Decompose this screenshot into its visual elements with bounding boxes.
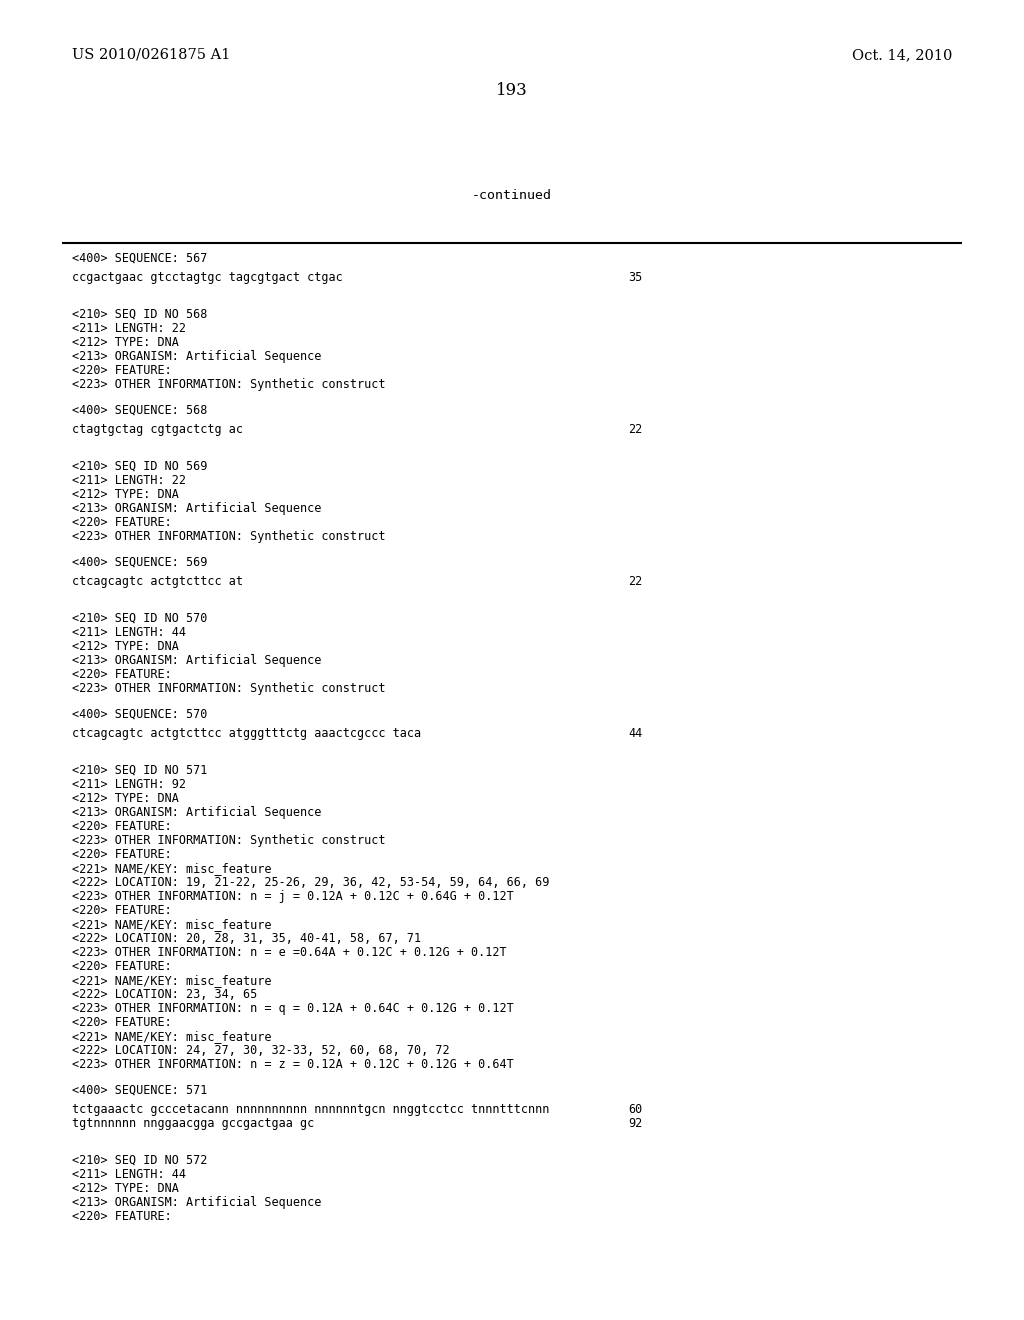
- Text: <220> FEATURE:: <220> FEATURE:: [72, 516, 172, 529]
- Text: Oct. 14, 2010: Oct. 14, 2010: [852, 48, 952, 62]
- Text: <212> TYPE: DNA: <212> TYPE: DNA: [72, 488, 179, 502]
- Text: <400> SEQUENCE: 567: <400> SEQUENCE: 567: [72, 252, 208, 265]
- Text: <223> OTHER INFORMATION: Synthetic construct: <223> OTHER INFORMATION: Synthetic const…: [72, 531, 385, 543]
- Text: <221> NAME/KEY: misc_feature: <221> NAME/KEY: misc_feature: [72, 1030, 271, 1043]
- Text: <220> FEATURE:: <220> FEATURE:: [72, 364, 172, 378]
- Text: <220> FEATURE:: <220> FEATURE:: [72, 820, 172, 833]
- Text: <223> OTHER INFORMATION: n = e =0.64A + 0.12C + 0.12G + 0.12T: <223> OTHER INFORMATION: n = e =0.64A + …: [72, 946, 507, 960]
- Text: <222> LOCATION: 24, 27, 30, 32-33, 52, 60, 68, 70, 72: <222> LOCATION: 24, 27, 30, 32-33, 52, 6…: [72, 1044, 450, 1057]
- Text: <223> OTHER INFORMATION: Synthetic construct: <223> OTHER INFORMATION: Synthetic const…: [72, 378, 385, 391]
- Text: 22: 22: [628, 422, 642, 436]
- Text: <223> OTHER INFORMATION: n = j = 0.12A + 0.12C + 0.64G + 0.12T: <223> OTHER INFORMATION: n = j = 0.12A +…: [72, 890, 514, 903]
- Text: <212> TYPE: DNA: <212> TYPE: DNA: [72, 337, 179, 348]
- Text: <222> LOCATION: 23, 34, 65: <222> LOCATION: 23, 34, 65: [72, 987, 257, 1001]
- Text: <211> LENGTH: 22: <211> LENGTH: 22: [72, 474, 186, 487]
- Text: <220> FEATURE:: <220> FEATURE:: [72, 1016, 172, 1030]
- Text: <400> SEQUENCE: 571: <400> SEQUENCE: 571: [72, 1084, 208, 1097]
- Text: <210> SEQ ID NO 570: <210> SEQ ID NO 570: [72, 612, 208, 624]
- Text: -continued: -continued: [472, 189, 552, 202]
- Text: tgtnnnnnn nnggaacgga gccgactgaa gc: tgtnnnnnn nnggaacgga gccgactgaa gc: [72, 1117, 314, 1130]
- Text: <222> LOCATION: 19, 21-22, 25-26, 29, 36, 42, 53-54, 59, 64, 66, 69: <222> LOCATION: 19, 21-22, 25-26, 29, 36…: [72, 876, 549, 888]
- Text: <210> SEQ ID NO 571: <210> SEQ ID NO 571: [72, 764, 208, 777]
- Text: ccgactgaac gtcctagtgc tagcgtgact ctgac: ccgactgaac gtcctagtgc tagcgtgact ctgac: [72, 271, 343, 284]
- Text: <221> NAME/KEY: misc_feature: <221> NAME/KEY: misc_feature: [72, 917, 271, 931]
- Text: <400> SEQUENCE: 569: <400> SEQUENCE: 569: [72, 556, 208, 569]
- Text: <221> NAME/KEY: misc_feature: <221> NAME/KEY: misc_feature: [72, 974, 271, 987]
- Text: ctagtgctag cgtgactctg ac: ctagtgctag cgtgactctg ac: [72, 422, 243, 436]
- Text: <213> ORGANISM: Artificial Sequence: <213> ORGANISM: Artificial Sequence: [72, 653, 322, 667]
- Text: <212> TYPE: DNA: <212> TYPE: DNA: [72, 1181, 179, 1195]
- Text: <223> OTHER INFORMATION: n = z = 0.12A + 0.12C + 0.12G + 0.64T: <223> OTHER INFORMATION: n = z = 0.12A +…: [72, 1059, 514, 1071]
- Text: <220> FEATURE:: <220> FEATURE:: [72, 668, 172, 681]
- Text: <222> LOCATION: 20, 28, 31, 35, 40-41, 58, 67, 71: <222> LOCATION: 20, 28, 31, 35, 40-41, 5…: [72, 932, 421, 945]
- Text: <213> ORGANISM: Artificial Sequence: <213> ORGANISM: Artificial Sequence: [72, 350, 322, 363]
- Text: <220> FEATURE:: <220> FEATURE:: [72, 1210, 172, 1224]
- Text: <400> SEQUENCE: 570: <400> SEQUENCE: 570: [72, 708, 208, 721]
- Text: 60: 60: [628, 1104, 642, 1115]
- Text: <212> TYPE: DNA: <212> TYPE: DNA: [72, 640, 179, 653]
- Text: <220> FEATURE:: <220> FEATURE:: [72, 847, 172, 861]
- Text: <211> LENGTH: 22: <211> LENGTH: 22: [72, 322, 186, 335]
- Text: 35: 35: [628, 271, 642, 284]
- Text: US 2010/0261875 A1: US 2010/0261875 A1: [72, 48, 230, 62]
- Text: <211> LENGTH: 44: <211> LENGTH: 44: [72, 626, 186, 639]
- Text: ctcagcagtc actgtcttcc at: ctcagcagtc actgtcttcc at: [72, 576, 243, 587]
- Text: 44: 44: [628, 727, 642, 741]
- Text: <221> NAME/KEY: misc_feature: <221> NAME/KEY: misc_feature: [72, 862, 271, 875]
- Text: <220> FEATURE:: <220> FEATURE:: [72, 960, 172, 973]
- Text: <212> TYPE: DNA: <212> TYPE: DNA: [72, 792, 179, 805]
- Text: ctcagcagtc actgtcttcc atgggtttctg aaactcgccc taca: ctcagcagtc actgtcttcc atgggtttctg aaactc…: [72, 727, 421, 741]
- Text: <400> SEQUENCE: 568: <400> SEQUENCE: 568: [72, 404, 208, 417]
- Text: 193: 193: [496, 82, 528, 99]
- Text: <210> SEQ ID NO 572: <210> SEQ ID NO 572: [72, 1154, 208, 1167]
- Text: <210> SEQ ID NO 569: <210> SEQ ID NO 569: [72, 459, 208, 473]
- Text: <223> OTHER INFORMATION: Synthetic construct: <223> OTHER INFORMATION: Synthetic const…: [72, 834, 385, 847]
- Text: <213> ORGANISM: Artificial Sequence: <213> ORGANISM: Artificial Sequence: [72, 807, 322, 818]
- Text: <223> OTHER INFORMATION: Synthetic construct: <223> OTHER INFORMATION: Synthetic const…: [72, 682, 385, 696]
- Text: <210> SEQ ID NO 568: <210> SEQ ID NO 568: [72, 308, 208, 321]
- Text: <211> LENGTH: 44: <211> LENGTH: 44: [72, 1168, 186, 1181]
- Text: 92: 92: [628, 1117, 642, 1130]
- Text: <223> OTHER INFORMATION: n = q = 0.12A + 0.64C + 0.12G + 0.12T: <223> OTHER INFORMATION: n = q = 0.12A +…: [72, 1002, 514, 1015]
- Text: <213> ORGANISM: Artificial Sequence: <213> ORGANISM: Artificial Sequence: [72, 1196, 322, 1209]
- Text: <211> LENGTH: 92: <211> LENGTH: 92: [72, 777, 186, 791]
- Text: <213> ORGANISM: Artificial Sequence: <213> ORGANISM: Artificial Sequence: [72, 502, 322, 515]
- Text: <220> FEATURE:: <220> FEATURE:: [72, 904, 172, 917]
- Text: tctgaaactc gcccetacann nnnnnnnnnn nnnnnntgcn nnggtcctcc tnnntttcnnn: tctgaaactc gcccetacann nnnnnnnnnn nnnnnn…: [72, 1104, 549, 1115]
- Text: 22: 22: [628, 576, 642, 587]
